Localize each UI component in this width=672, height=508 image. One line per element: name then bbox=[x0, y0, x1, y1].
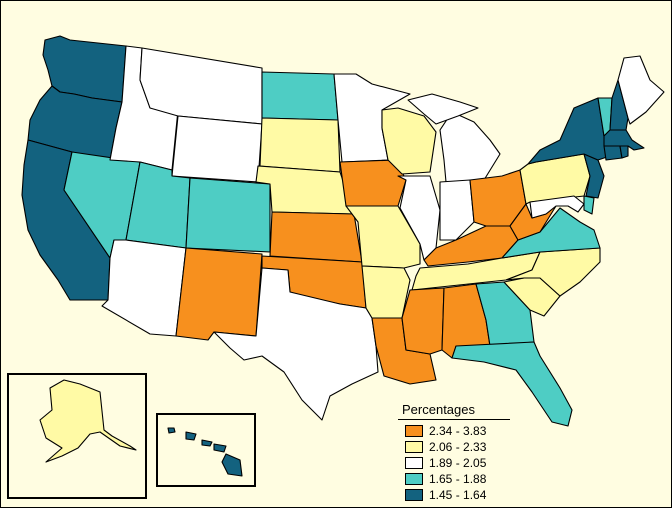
state-RI bbox=[619, 145, 629, 159]
state-SD bbox=[259, 117, 341, 173]
legend-item: 1.89 - 2.05 bbox=[405, 456, 486, 470]
state-KS bbox=[269, 211, 363, 263]
legend-swatch bbox=[405, 473, 423, 485]
legend-swatch bbox=[405, 425, 423, 437]
state-MO bbox=[345, 205, 421, 269]
state-MS bbox=[401, 287, 445, 355]
state-HI bbox=[221, 453, 243, 477]
legend-swatch bbox=[405, 457, 423, 469]
state-MD bbox=[529, 195, 585, 219]
legend-label: 2.06 - 2.33 bbox=[429, 440, 487, 454]
legend-item: 1.45 - 1.64 bbox=[405, 488, 486, 502]
legend-label: 1.65 - 1.88 bbox=[429, 472, 487, 486]
state-CT bbox=[603, 145, 623, 161]
state-WY bbox=[171, 115, 263, 183]
legend-swatch bbox=[405, 489, 423, 501]
state-NH bbox=[609, 79, 629, 131]
state-HI bbox=[185, 431, 197, 441]
legend-swatch bbox=[405, 441, 423, 453]
legend-divider bbox=[398, 419, 510, 420]
legend-item: 2.34 - 3.83 bbox=[405, 424, 486, 438]
legend-item: 2.06 - 2.33 bbox=[405, 440, 486, 454]
state-WI bbox=[381, 107, 437, 175]
state-NM bbox=[175, 247, 263, 341]
state-TX bbox=[213, 267, 379, 421]
legend-title: Percentages bbox=[402, 402, 475, 417]
legend-item: 1.65 - 1.88 bbox=[405, 472, 486, 486]
state-CO bbox=[185, 177, 271, 253]
state-DE bbox=[583, 195, 595, 215]
state-HI bbox=[167, 427, 176, 434]
state-ME bbox=[617, 55, 665, 125]
state-HI bbox=[213, 443, 227, 453]
state-HI-islands bbox=[167, 427, 243, 477]
state-IA bbox=[339, 159, 407, 207]
state-ND bbox=[261, 71, 339, 121]
state-NE bbox=[255, 165, 355, 215]
alaska-inset-box bbox=[7, 373, 147, 499]
state-AK bbox=[39, 379, 137, 463]
state-AR bbox=[361, 265, 411, 319]
legend-label: 1.45 - 1.64 bbox=[429, 488, 487, 502]
legend-label: 2.34 - 3.83 bbox=[429, 424, 487, 438]
state-IN bbox=[439, 179, 475, 241]
state-MI bbox=[439, 111, 501, 183]
hawaii-inset-box bbox=[156, 413, 256, 487]
state-NC bbox=[505, 247, 601, 297]
state-FL bbox=[451, 341, 573, 427]
state-HI bbox=[201, 439, 213, 447]
state-MI-upper bbox=[407, 93, 479, 125]
state-AZ bbox=[101, 239, 187, 337]
legend-label: 1.89 - 2.05 bbox=[429, 456, 487, 470]
